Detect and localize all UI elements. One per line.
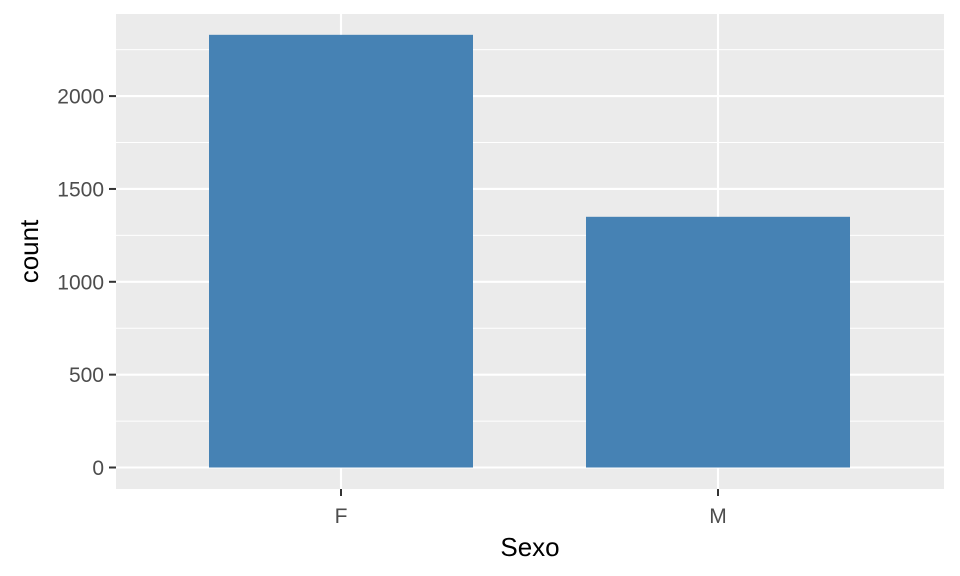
- bar-M: [586, 216, 850, 468]
- bar-F: [209, 34, 473, 468]
- y-tick-label: 1500: [57, 178, 104, 201]
- bars-group: [209, 34, 850, 468]
- x-tick-label-M: M: [709, 505, 727, 528]
- y-axis-title: count: [14, 219, 44, 283]
- y-tick-label: 500: [69, 364, 104, 387]
- x-tick-label-F: F: [335, 505, 348, 528]
- y-tick-label: 2000: [57, 86, 104, 109]
- y-tick-label: 1000: [57, 271, 104, 294]
- y-tick-label: 0: [92, 457, 104, 480]
- x-axis-title: Sexo: [500, 532, 559, 562]
- y-axis: 0 500 1000 1500 2000: [57, 86, 116, 480]
